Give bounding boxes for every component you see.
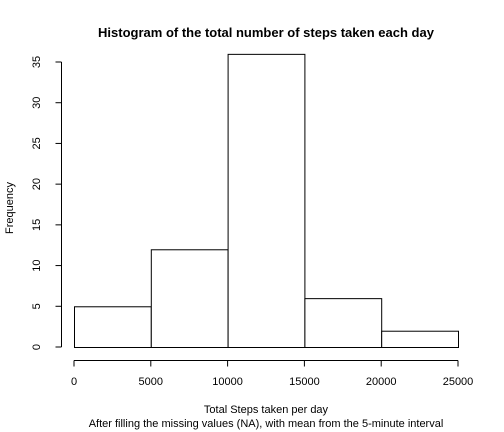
histogram-bar-3 xyxy=(304,298,383,348)
y-tick-label: 20 xyxy=(31,178,43,190)
x-axis: 0 5000 10000 15000 20000 25000 xyxy=(71,360,474,388)
y-tick-label: 5 xyxy=(31,303,43,309)
y-tick-label: 0 xyxy=(31,344,43,350)
x-tick-label: 5000 xyxy=(139,376,163,388)
x-tick-label: 10000 xyxy=(212,376,243,388)
histogram-bars xyxy=(74,53,460,349)
x-tick-label: 15000 xyxy=(289,376,320,388)
histogram-bar-1 xyxy=(150,249,229,349)
y-tick-label: 15 xyxy=(31,219,43,231)
y-tick-label: 30 xyxy=(31,97,43,109)
x-tick-label: 25000 xyxy=(443,376,474,388)
histogram-bar-2 xyxy=(227,53,306,348)
y-tick-label: 35 xyxy=(31,56,43,68)
histogram-bar-4 xyxy=(381,330,460,349)
chart-subtitle: After filling the missing values (NA), w… xyxy=(89,418,444,430)
x-tick-label: 20000 xyxy=(366,376,397,388)
chart-title: Histogram of the total number of steps t… xyxy=(98,25,435,40)
histogram-bar-0 xyxy=(74,306,152,348)
y-tick-label: 25 xyxy=(31,137,43,149)
y-axis: 0 5 10 15 20 25 30 35 xyxy=(31,56,62,350)
x-tick-label: 0 xyxy=(71,376,77,388)
y-axis-label: Frequency xyxy=(4,182,16,234)
y-tick-label: 10 xyxy=(31,259,43,271)
x-axis-label: Total Steps taken per day xyxy=(204,404,329,416)
